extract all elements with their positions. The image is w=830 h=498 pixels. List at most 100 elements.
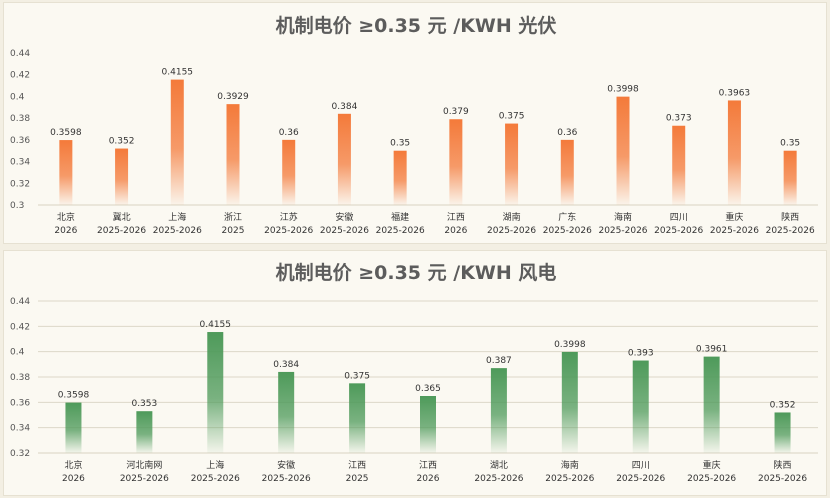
- x-tick-sublabel: 2025-2026: [543, 226, 592, 236]
- wind-chart-panel: 机制电价 ≥0.35 元 /KWH 风电 0.32 0.34 0.36 0.38 0.4 0…: [3, 250, 827, 496]
- y-tick-label: 0.4: [10, 92, 25, 102]
- x-tick-sublabel: 2026: [417, 474, 440, 484]
- bar: [349, 383, 366, 453]
- x-tick-label: 海南: [561, 459, 579, 471]
- bar: [420, 396, 436, 453]
- y-tick-label: 0.4: [10, 348, 25, 358]
- x-tick-label: 北京: [57, 211, 75, 223]
- x-tick-label: 重庆: [725, 211, 743, 223]
- data-label: 0.387: [486, 356, 512, 366]
- x-tick-sublabel: 2025-2026: [710, 226, 759, 236]
- data-label: 0.4155: [200, 320, 232, 330]
- x-tick-sublabel: 2025: [222, 226, 245, 236]
- x-tick-sublabel: 2025-2026: [687, 474, 736, 484]
- bar: [774, 412, 791, 453]
- x-tick-sublabel: 2025: [346, 474, 369, 484]
- data-label: 0.4155: [162, 68, 194, 78]
- data-label: 0.35: [390, 139, 410, 149]
- bar: [703, 356, 720, 453]
- bar: [115, 148, 129, 205]
- bar: [59, 140, 73, 205]
- y-tick-label: 0.38: [10, 373, 30, 383]
- x-tick-sublabel: 2025-2026: [264, 226, 313, 236]
- y-tick-label: 0.34: [10, 424, 30, 434]
- x-tick-label: 湖南: [503, 211, 521, 223]
- x-tick-label: 重庆: [703, 459, 721, 471]
- x-tick-sublabel: 2025-2026: [654, 226, 703, 236]
- data-label: 0.3998: [607, 85, 639, 95]
- x-tick-label: 河北南网: [126, 459, 162, 471]
- data-label: 0.3963: [719, 88, 751, 98]
- bar: [490, 368, 507, 453]
- bar: [282, 139, 296, 205]
- bar: [207, 332, 224, 453]
- data-label: 0.36: [557, 128, 577, 138]
- bar: [505, 123, 519, 205]
- x-tick-sublabel: 2026: [444, 226, 467, 236]
- x-tick-label: 北京: [64, 459, 82, 471]
- x-tick-label: 浙江: [224, 211, 242, 223]
- x-tick-sublabel: 2025-2026: [487, 226, 536, 236]
- data-label: 0.384: [332, 102, 358, 112]
- data-label: 0.3961: [696, 345, 728, 355]
- x-tick-sublabel: 2025-2026: [320, 226, 369, 236]
- y-tick-label: 0.36: [10, 136, 30, 146]
- x-tick-label: 冀北: [113, 211, 131, 223]
- y-tick-label: 0.3: [10, 201, 24, 211]
- y-tick-label: 0.42: [10, 71, 30, 81]
- bar: [136, 411, 153, 453]
- x-tick-label: 湖北: [490, 460, 508, 471]
- data-label: 0.375: [344, 371, 370, 381]
- x-tick-sublabel: 2025-2026: [120, 474, 169, 484]
- x-tick-sublabel: 2026: [62, 474, 85, 484]
- x-tick-label: 陕西: [781, 211, 799, 223]
- bar: [226, 104, 240, 205]
- y-tick-label: 0.42: [10, 322, 30, 332]
- x-tick-label: 福建: [391, 211, 409, 223]
- data-label: 0.375: [499, 112, 525, 122]
- data-label: 0.3598: [50, 128, 82, 138]
- x-tick-label: 江西: [419, 460, 437, 471]
- bar: [337, 113, 351, 205]
- y-tick-label: 0.44: [10, 297, 30, 307]
- data-label: 0.352: [109, 137, 135, 147]
- x-tick-sublabel: 2025-2026: [598, 226, 647, 236]
- x-tick-label: 上海: [206, 459, 224, 471]
- y-tick-label: 0.34: [10, 158, 30, 168]
- x-tick-sublabel: 2026: [54, 226, 77, 236]
- x-tick-label: 江西: [447, 212, 465, 223]
- x-tick-sublabel: 2025-2026: [262, 474, 311, 484]
- bar: [278, 371, 295, 453]
- y-tick-label: 0.36: [10, 398, 30, 408]
- bar: [632, 360, 649, 453]
- y-tick-label: 0.44: [10, 49, 30, 59]
- x-tick-sublabel: 2025-2026: [153, 226, 202, 236]
- data-label: 0.384: [273, 360, 299, 370]
- x-tick-label: 广东: [558, 211, 576, 223]
- bar: [449, 119, 463, 205]
- x-tick-sublabel: 2025-2026: [97, 226, 146, 236]
- x-tick-sublabel: 2025-2026: [474, 474, 523, 484]
- chart-title: 机制电价 ≥0.35 元 /KWH 光伏: [276, 14, 557, 37]
- y-tick-label: 0.32: [10, 179, 30, 189]
- x-tick-label: 上海: [168, 211, 186, 223]
- data-label: 0.352: [770, 400, 796, 410]
- bar: [672, 125, 686, 205]
- chart-title: 机制电价 ≥0.35 元 /KWH 风电: [276, 261, 557, 284]
- x-tick-label: 海南: [614, 211, 632, 223]
- x-tick-sublabel: 2025-2026: [376, 226, 425, 236]
- data-label: 0.36: [279, 128, 299, 138]
- wind-chart: 机制电价 ≥0.35 元 /KWH 风电 0.32 0.34 0.36 0.38 0.4 0…: [10, 261, 818, 484]
- bar: [783, 150, 797, 205]
- x-tick-sublabel: 2025-2026: [766, 226, 815, 236]
- data-label: 0.353: [131, 399, 157, 409]
- data-label: 0.3929: [217, 92, 249, 102]
- data-label: 0.365: [415, 384, 441, 394]
- x-tick-label: 安徽: [277, 459, 295, 471]
- x-tick-sublabel: 2025-2026: [616, 474, 665, 484]
- x-tick-label: 陕西: [774, 459, 792, 471]
- x-tick-label: 江苏: [280, 211, 298, 223]
- data-label: 0.373: [666, 114, 692, 124]
- data-label: 0.35: [780, 139, 800, 149]
- data-label: 0.379: [443, 107, 469, 117]
